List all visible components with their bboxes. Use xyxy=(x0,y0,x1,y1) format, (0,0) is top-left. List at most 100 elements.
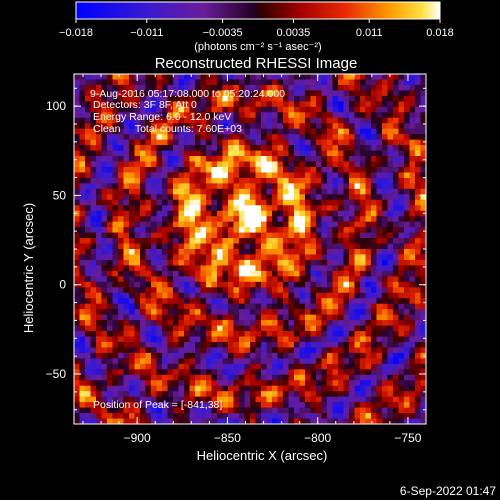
heatmap-cell xyxy=(393,303,399,310)
heatmap-cell xyxy=(107,232,113,239)
heatmap-cell xyxy=(134,101,141,108)
heatmap-cell xyxy=(294,216,300,222)
heatmap-cell xyxy=(272,325,278,332)
heatmap-cell xyxy=(79,112,86,119)
heatmap-cell xyxy=(277,101,284,108)
heatmap-cell xyxy=(96,238,102,244)
heatmap-cell xyxy=(420,270,426,277)
heatmap-cell xyxy=(145,95,152,102)
heatmap-cell xyxy=(305,205,311,212)
heatmap-cell xyxy=(74,270,80,277)
heatmap-cell xyxy=(239,309,245,315)
heatmap-cell xyxy=(129,418,135,424)
heatmap-cell xyxy=(294,254,300,261)
heatmap-cell xyxy=(74,287,80,294)
heatmap-cell xyxy=(129,396,135,403)
heatmap-cell xyxy=(244,172,251,179)
heatmap-cell xyxy=(420,232,426,239)
heatmap-cell xyxy=(343,270,350,277)
heatmap-cell xyxy=(184,172,190,179)
heatmap-cell xyxy=(129,128,135,135)
heatmap-cell xyxy=(404,270,410,277)
y-tick-label: 50 xyxy=(53,188,67,202)
heatmap-cell xyxy=(101,369,108,376)
heatmap-cell xyxy=(156,221,163,228)
heatmap-cell xyxy=(349,79,355,86)
heatmap-cell xyxy=(272,331,278,337)
heatmap-cell xyxy=(332,123,339,129)
heatmap-cell xyxy=(398,156,405,162)
heatmap-cell xyxy=(332,79,339,86)
heatmap-cell xyxy=(184,177,190,184)
heatmap-cell xyxy=(85,347,91,354)
heatmap-cell xyxy=(74,341,80,348)
heatmap-cell xyxy=(332,270,339,277)
heatmap-cell xyxy=(90,374,97,381)
heatmap-cell xyxy=(288,380,295,387)
heatmap-cell xyxy=(74,188,80,195)
heatmap-cell xyxy=(277,331,284,337)
heatmap-cell xyxy=(283,84,289,91)
heatmap-cell xyxy=(118,298,124,304)
heatmap-cell xyxy=(195,341,201,348)
heatmap-cell xyxy=(376,391,383,397)
heatmap-cell xyxy=(118,391,124,397)
heatmap-cell xyxy=(299,352,306,359)
heatmap-cell xyxy=(101,150,108,157)
heatmap-cell xyxy=(74,314,80,321)
heatmap-cell xyxy=(156,139,163,146)
heatmap-cell xyxy=(393,221,399,228)
heatmap-cell xyxy=(415,276,421,283)
heatmap-cell xyxy=(123,298,130,304)
heatmap-cell xyxy=(228,210,234,217)
heatmap-cell xyxy=(239,281,245,288)
heatmap-cell xyxy=(74,309,80,315)
heatmap-cell xyxy=(288,156,295,162)
annotation-energy-range: Energy Range: 6.0 - 12.0 keV xyxy=(93,111,231,123)
heatmap-cell xyxy=(316,199,322,206)
heatmap-cell xyxy=(382,161,388,168)
heatmap-cell xyxy=(404,95,410,102)
heatmap-cell xyxy=(272,166,278,173)
heatmap-cell xyxy=(118,205,124,212)
heatmap-cell xyxy=(217,287,223,294)
heatmap-cell xyxy=(250,352,256,359)
heatmap-cell xyxy=(277,369,284,376)
heatmap-cell xyxy=(343,101,350,108)
heatmap-cell xyxy=(79,101,86,108)
heatmap-cell xyxy=(404,391,410,397)
heatmap-cell xyxy=(222,79,229,86)
heatmap-cell xyxy=(112,396,119,403)
heatmap-cell xyxy=(134,238,141,244)
heatmap-cell xyxy=(90,150,97,157)
heatmap-cell xyxy=(162,188,168,195)
heatmap-cell xyxy=(393,358,399,365)
heatmap-cell xyxy=(365,210,372,217)
heatmap-cell xyxy=(393,259,399,266)
heatmap-cell xyxy=(387,325,394,332)
heatmap-cell xyxy=(107,287,113,294)
heatmap-cell xyxy=(112,150,119,157)
heatmap-cell xyxy=(140,276,146,283)
heatmap-cell xyxy=(195,418,201,424)
heatmap-cell xyxy=(288,166,295,173)
heatmap-cell xyxy=(299,265,306,272)
heatmap-cell xyxy=(107,396,113,403)
heatmap-cell xyxy=(420,347,426,354)
heatmap-cell xyxy=(96,177,102,184)
heatmap-cell xyxy=(162,287,168,294)
heatmap-cell xyxy=(288,95,295,102)
heatmap-cell xyxy=(327,150,333,157)
heatmap-cells xyxy=(74,74,426,424)
heatmap-cell xyxy=(255,183,262,190)
heatmap-cell xyxy=(195,177,201,184)
heatmap-cell xyxy=(167,254,174,261)
heatmap-cell xyxy=(360,292,366,299)
heatmap-cell xyxy=(310,292,317,299)
heatmap-cell xyxy=(338,79,344,86)
heatmap-cell xyxy=(266,101,273,108)
heatmap-cell xyxy=(189,74,196,80)
heatmap-cell xyxy=(96,276,102,283)
heatmap-cell xyxy=(338,123,344,129)
heatmap-cell xyxy=(332,407,339,414)
